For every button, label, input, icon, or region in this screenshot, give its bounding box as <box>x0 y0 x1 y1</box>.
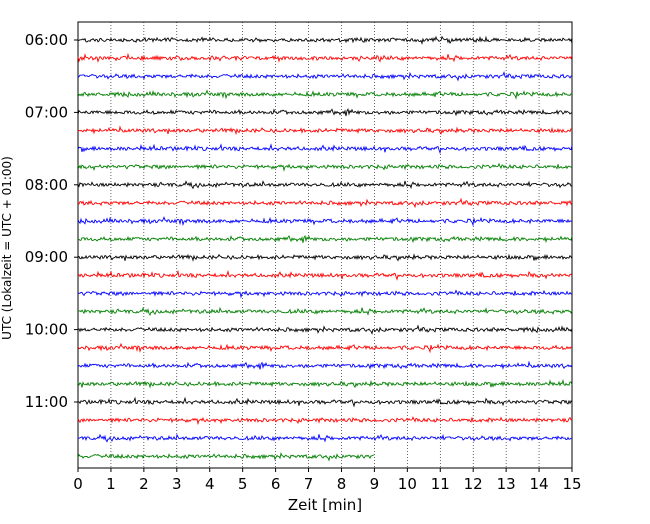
trace-row-0815 <box>77 197 573 209</box>
x-tick-label-15: 15 <box>562 475 581 493</box>
y-axis-label: UTC (Lokalzeit = UTC + 01:00) <box>0 156 14 340</box>
trace-row-0900 <box>77 253 573 262</box>
x-axis-label: Zeit [min] <box>288 496 362 514</box>
y-tick-label-3: 09:00 <box>25 248 68 266</box>
x-tick-label-10: 10 <box>398 475 417 493</box>
trace-row-0930 <box>77 289 573 299</box>
trace-row-0715 <box>77 125 573 136</box>
trace-row-0630 <box>77 70 573 82</box>
x-tick-label-14: 14 <box>530 475 549 493</box>
trace-row-1130 <box>77 433 573 443</box>
y-tick-label-1: 07:00 <box>25 103 68 121</box>
axis-ticks: 0 1 2 3 4 5 6 7 8 9 10 11 12 13 14 1506:0007:0008:0009:… <box>25 31 582 493</box>
trace-row-0745 <box>77 162 573 172</box>
trace-row-0830 <box>77 216 573 227</box>
x-tick-label-4: 4 <box>205 475 215 493</box>
y-tick-label-0: 06:00 <box>25 31 68 49</box>
y-tick-label-5: 11:00 <box>25 393 68 411</box>
trace-row-0645 <box>77 89 573 100</box>
x-tick-label-6: 6 <box>271 475 281 493</box>
x-tick-label-8: 8 <box>337 475 347 493</box>
trace-row-1015 <box>77 342 573 354</box>
x-tick-label-11: 11 <box>431 475 450 493</box>
trace-row-1045 <box>77 378 573 389</box>
trace-row-0600 <box>77 35 573 45</box>
trace-row-0800 <box>77 180 573 190</box>
plot-area-frame <box>77 21 573 469</box>
x-tick-label-5: 5 <box>238 475 248 493</box>
trace-row-0945 <box>77 306 573 316</box>
trace-row-0615 <box>77 52 573 63</box>
trace-row-0700 <box>77 108 573 117</box>
y-tick-label-4: 10:00 <box>25 321 68 339</box>
x-tick-label-0: 0 <box>73 475 83 493</box>
trace-row-1030 <box>77 360 573 370</box>
x-tick-label-3: 3 <box>172 475 182 493</box>
y-tick-label-2: 08:00 <box>25 176 68 194</box>
trace-row-0845 <box>77 234 573 244</box>
x-tick-label-9: 9 <box>370 475 380 493</box>
trace-row-1000 <box>77 324 573 335</box>
trace-row-0730 <box>77 143 573 155</box>
trace-row-1145 <box>77 451 375 462</box>
x-tick-label-12: 12 <box>464 475 483 493</box>
x-tick-label-1: 1 <box>106 475 116 493</box>
trace-row-0915 <box>77 269 573 281</box>
x-tick-label-2: 2 <box>139 475 149 493</box>
x-tick-label-7: 7 <box>304 475 314 493</box>
trace-row-1100 <box>77 396 573 408</box>
x-tick-label-13: 13 <box>497 475 516 493</box>
trace-row-1115 <box>77 416 573 426</box>
seismic-traces <box>77 35 573 462</box>
grid-lines <box>110 22 540 468</box>
